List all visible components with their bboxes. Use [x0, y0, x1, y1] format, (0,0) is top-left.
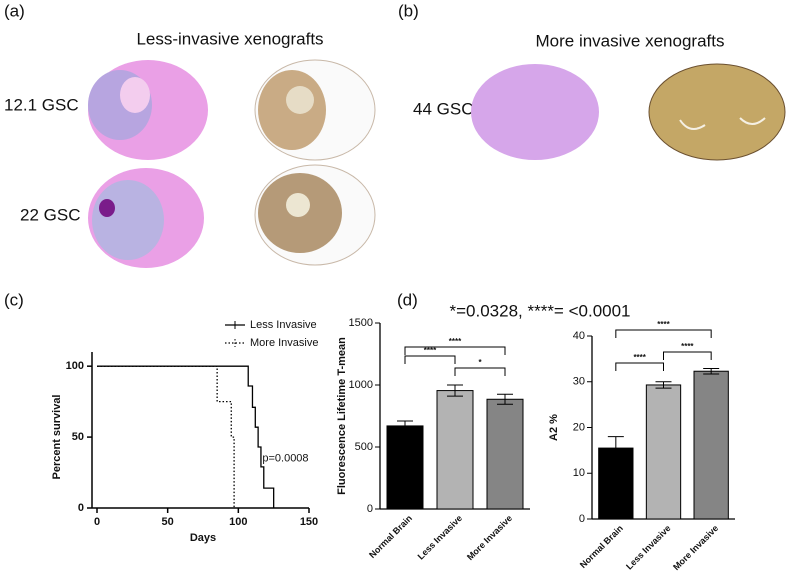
panel-label: (b) [398, 1, 419, 20]
bar [645, 384, 682, 520]
tissue-image [648, 63, 786, 161]
significance-label: **** [633, 353, 646, 362]
sample-label: 44 GSC [413, 99, 473, 118]
bar [486, 398, 524, 510]
sample-label: 12.1 GSC [4, 95, 79, 114]
y-axis-label: Fluorescence Lifetime T-mean [336, 337, 348, 495]
error-bar [397, 420, 413, 432]
y-tick-label: 0 [367, 503, 373, 515]
y-axis-label: Percent survival [51, 395, 63, 480]
significance-label: **** [657, 320, 670, 329]
y-tick-label: 0 [579, 513, 585, 525]
x-tick-label: Less Invasive [416, 513, 464, 561]
y-tick-label: 1000 [349, 379, 373, 391]
significance-label: * [478, 358, 482, 367]
error-bar [447, 384, 463, 397]
panel-title: Less-invasive xenografts [136, 29, 323, 48]
panel-label: (c) [4, 290, 24, 309]
error-bar [703, 367, 720, 375]
panel-label: (a) [4, 1, 25, 20]
x-tick-label: 50 [162, 516, 174, 528]
x-axis-label: Days [190, 532, 216, 544]
y-tick-label: 0 [78, 502, 84, 514]
x-tick-label: More Invasive [465, 513, 514, 562]
significance-bracket [615, 362, 664, 371]
significance-label: **** [449, 337, 462, 346]
bar [693, 370, 729, 520]
legend-label: Less Invasive [250, 319, 317, 331]
significance-bracket [404, 346, 506, 355]
tissue-image [254, 59, 376, 161]
survival-line [97, 365, 235, 508]
sample-label: 22 GSC [20, 205, 80, 224]
y-tick-label: 20 [573, 421, 585, 433]
x-tick-label: More Invasive [671, 523, 720, 572]
x-tick-label: Normal Brain [367, 513, 414, 560]
tissue-image [471, 64, 599, 160]
significance-bracket [454, 367, 506, 376]
tissue-image [88, 168, 204, 268]
y-tick-label: 100 [66, 360, 84, 372]
bar [386, 425, 424, 510]
tissue-image [254, 164, 376, 266]
significance-label: **** [681, 342, 694, 351]
y-tick-label: 30 [573, 376, 585, 388]
x-tick-label: 150 [300, 516, 318, 528]
x-tick-label: 0 [94, 516, 100, 528]
x-tick-label: 100 [229, 516, 247, 528]
y-tick-label: 1500 [349, 317, 373, 329]
y-tick-label: 10 [573, 467, 585, 479]
x-tick-label: Normal Brain [578, 523, 625, 570]
panel-note: *=0.0328, ****= <0.0001 [449, 301, 630, 320]
annotation: p=0.0008 [262, 452, 308, 464]
x-tick-label: Less Invasive [624, 523, 672, 571]
error-bar [655, 381, 672, 389]
y-axis-label: A2 % [548, 414, 560, 441]
significance-bracket [404, 355, 456, 364]
significance-bracket [663, 351, 712, 360]
significance-label: **** [424, 346, 437, 355]
error-bar [497, 393, 513, 405]
bar [436, 390, 474, 510]
y-tick-label: 40 [573, 330, 585, 342]
tissue-image [88, 60, 208, 160]
panel-title: More invasive xenografts [536, 31, 725, 50]
panel-label: (d) [397, 290, 418, 309]
significance-bracket [615, 329, 712, 338]
y-tick-label: 500 [355, 441, 373, 453]
y-tick-label: 50 [72, 431, 84, 443]
survival-line [97, 365, 275, 508]
error-bar [607, 436, 624, 461]
legend-label: More Invasive [250, 337, 318, 349]
